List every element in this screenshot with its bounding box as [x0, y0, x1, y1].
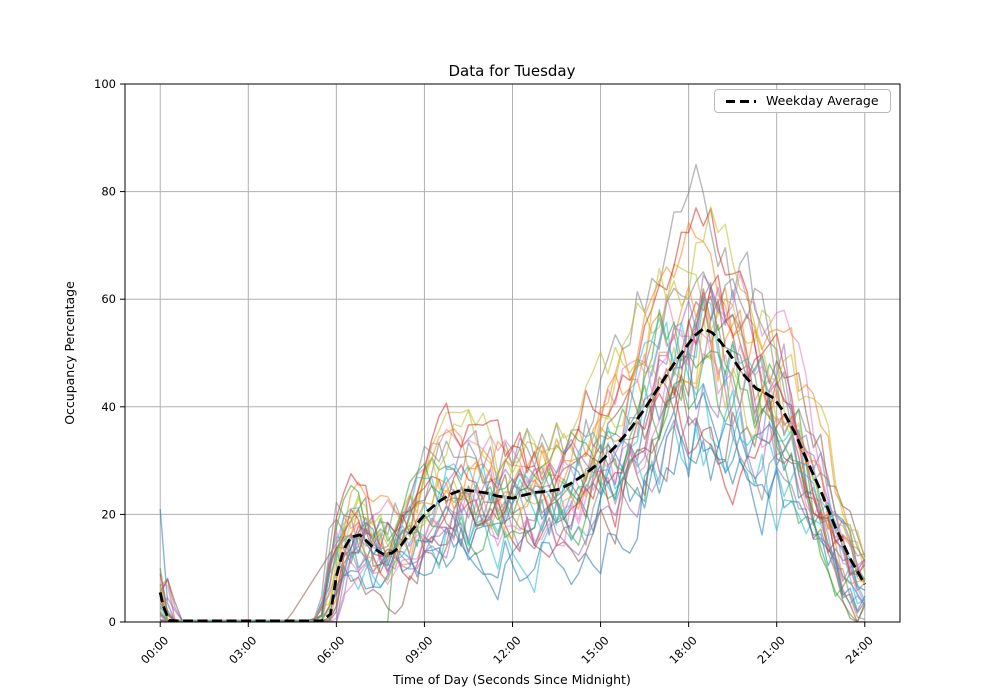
x-tick-labels: 00:00 03:00 06:00 09:00 12:00 15:00 18:00 21:00…	[138, 633, 876, 666]
legend-label: Weekday Average	[766, 92, 879, 108]
y-tick-label: 40	[101, 400, 116, 414]
x-tick-label: 00:00	[138, 633, 171, 666]
axes-frame-and-ticks	[120, 83, 901, 627]
x-tick-label: 03:00	[226, 633, 259, 666]
x-tick-label: 18:00	[666, 633, 699, 666]
average-dashed-line	[158, 327, 867, 622]
x-axis-label: Time of Day (Seconds Since Midnight)	[392, 672, 631, 687]
y-axis-label: Occupancy Percentage	[62, 281, 77, 425]
legend-box: Weekday Average	[714, 89, 891, 113]
x-tick-label: 15:00	[578, 633, 611, 666]
y-tick-label: 100	[94, 77, 116, 91]
y-tick-label: 60	[101, 292, 116, 306]
y-tick-label: 20	[101, 507, 116, 521]
x-tick-label: 24:00	[843, 633, 876, 666]
x-tick-label: 12:00	[490, 633, 523, 666]
x-tick-label: 06:00	[314, 633, 347, 666]
y-tick-label: 0	[109, 615, 116, 629]
x-tick-label: 21:00	[754, 633, 787, 666]
y-tick-labels: 0 20 40 60 80 100	[94, 77, 116, 629]
dashed-line-sample-icon	[726, 99, 756, 103]
weekday-average-line	[158, 327, 867, 622]
chart-title: Data for Tuesday	[448, 62, 575, 80]
y-tick-label: 80	[101, 185, 116, 199]
x-tick-label: 09:00	[402, 633, 435, 666]
